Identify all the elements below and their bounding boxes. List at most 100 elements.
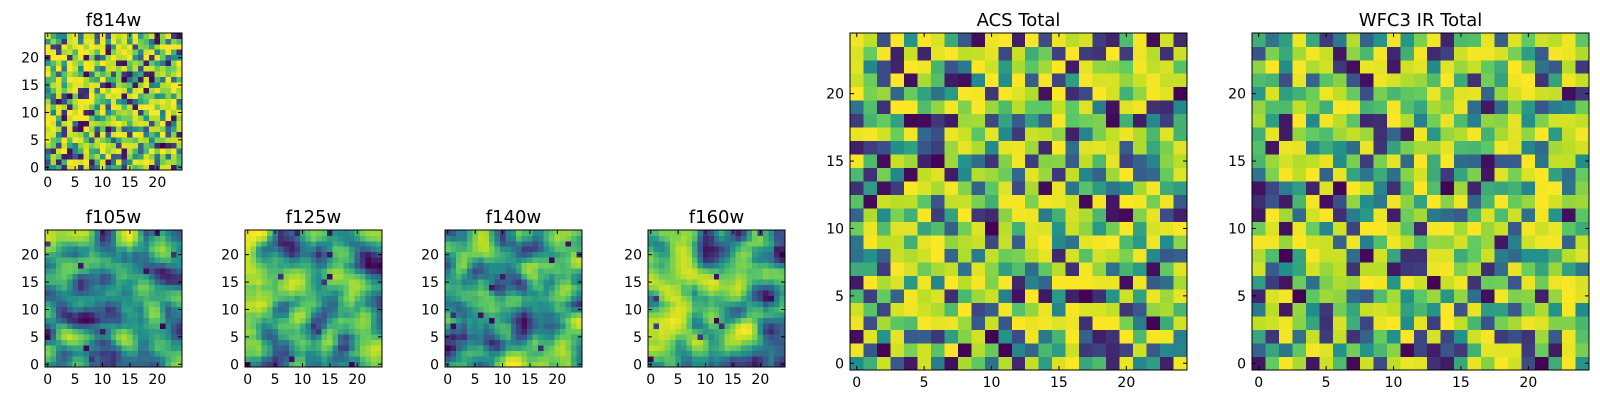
heatmap-cell bbox=[1011, 343, 1026, 357]
heatmap-cell bbox=[1079, 248, 1093, 263]
heatmap-cell bbox=[730, 279, 736, 286]
heatmap-cell bbox=[160, 87, 166, 94]
heatmap-cell bbox=[944, 73, 959, 88]
heatmap-cell bbox=[1106, 167, 1120, 182]
heatmap-cell bbox=[105, 82, 112, 89]
heatmap-cell bbox=[1386, 113, 1401, 128]
heatmap-cell bbox=[105, 131, 112, 138]
heatmap-cell bbox=[283, 334, 290, 340]
heatmap-cell bbox=[105, 126, 112, 132]
heatmap-cell bbox=[680, 230, 687, 236]
heatmap-cell bbox=[746, 312, 753, 318]
heatmap-cell bbox=[1025, 59, 1040, 74]
heatmap-cell bbox=[1092, 73, 1107, 88]
heatmap-cell bbox=[1346, 208, 1361, 223]
heatmap-cell bbox=[1562, 73, 1576, 88]
heatmap-cell bbox=[165, 98, 172, 105]
heatmap-cell bbox=[477, 257, 484, 264]
heatmap-cell bbox=[890, 100, 905, 115]
heatmap-cell bbox=[757, 284, 764, 291]
heatmap-cell bbox=[499, 323, 506, 329]
heatmap-cell bbox=[94, 301, 101, 308]
heatmap-cell bbox=[110, 71, 117, 78]
heatmap-cell bbox=[461, 323, 468, 329]
heatmap-cell bbox=[94, 317, 101, 324]
x-tick-label: 20 bbox=[548, 372, 566, 388]
heatmap-cell bbox=[466, 235, 473, 242]
heatmap-cell bbox=[332, 290, 339, 297]
heatmap-cell bbox=[255, 251, 262, 258]
heatmap-cell bbox=[472, 328, 479, 335]
heatmap-cell bbox=[165, 339, 172, 346]
heatmap-cell bbox=[1562, 235, 1576, 249]
heatmap-cell bbox=[176, 301, 183, 308]
y-tick-label: 0 bbox=[30, 357, 39, 373]
heatmap-cell bbox=[565, 240, 572, 247]
heatmap-cell bbox=[680, 268, 687, 275]
heatmap-cell bbox=[149, 115, 155, 121]
heatmap-cell bbox=[66, 126, 73, 132]
heatmap-cell bbox=[863, 113, 878, 128]
heatmap-cell bbox=[121, 38, 128, 45]
x-tick-label: 5 bbox=[674, 372, 683, 388]
heatmap-cell bbox=[1467, 33, 1482, 47]
heatmap-cell bbox=[691, 230, 698, 236]
heatmap-cell bbox=[349, 251, 355, 258]
heatmap-cell bbox=[72, 235, 79, 242]
heatmap-cell bbox=[365, 295, 372, 302]
heatmap-cell bbox=[560, 273, 566, 280]
heatmap-cell bbox=[890, 235, 905, 249]
heatmap-cell bbox=[349, 284, 355, 291]
heatmap-cell bbox=[1575, 329, 1590, 344]
heatmap-cell bbox=[160, 312, 166, 318]
heatmap-cell bbox=[741, 240, 747, 247]
heatmap-cell bbox=[371, 345, 377, 351]
heatmap-cell bbox=[121, 240, 128, 247]
heatmap-cell bbox=[527, 301, 533, 308]
heatmap-cell bbox=[261, 262, 268, 269]
heatmap-cell bbox=[143, 273, 150, 280]
heatmap-cell bbox=[332, 356, 339, 362]
heatmap-cell bbox=[494, 350, 501, 357]
heatmap-cell bbox=[863, 275, 878, 290]
heatmap-cell bbox=[499, 350, 506, 357]
heatmap-cell bbox=[1494, 154, 1509, 169]
heatmap-cell bbox=[45, 65, 51, 72]
heatmap-cell bbox=[327, 257, 333, 264]
heatmap-cell bbox=[77, 240, 84, 247]
heatmap-cell bbox=[299, 345, 306, 351]
heatmap-cell bbox=[445, 339, 451, 346]
heatmap-cell bbox=[61, 137, 68, 143]
heatmap-cell bbox=[763, 251, 769, 258]
y-tick-label: 15 bbox=[826, 154, 844, 170]
heatmap-cell bbox=[255, 361, 262, 368]
heatmap-cell bbox=[730, 334, 736, 340]
heatmap-cell bbox=[1535, 167, 1549, 182]
heatmap-cell bbox=[719, 350, 726, 357]
heatmap-cell bbox=[675, 312, 682, 318]
heatmap-cell bbox=[171, 115, 177, 121]
heatmap-cell bbox=[1092, 100, 1107, 115]
heatmap-cell bbox=[483, 356, 490, 362]
heatmap-cell bbox=[1332, 33, 1347, 47]
heatmap-cell bbox=[110, 54, 117, 61]
heatmap-cell bbox=[944, 154, 959, 169]
heatmap-cell bbox=[554, 251, 561, 258]
heatmap-cell bbox=[121, 71, 128, 78]
heatmap-cell bbox=[176, 159, 183, 165]
heatmap-cell bbox=[499, 328, 506, 335]
heatmap-cell bbox=[664, 334, 671, 340]
heatmap-cell bbox=[1481, 235, 1495, 249]
y-tick-label: 0 bbox=[1237, 356, 1246, 372]
heatmap-cell bbox=[99, 279, 106, 286]
heatmap-cell bbox=[1052, 33, 1066, 47]
heatmap-cell bbox=[83, 290, 90, 297]
heatmap-cell bbox=[338, 334, 344, 340]
heatmap-cell bbox=[876, 356, 891, 371]
heatmap-cell bbox=[171, 126, 177, 132]
heatmap-cell bbox=[99, 350, 106, 357]
heatmap-cell bbox=[138, 273, 144, 280]
heatmap-cell bbox=[774, 323, 780, 329]
heatmap-cell bbox=[121, 115, 128, 121]
heatmap-cell bbox=[461, 339, 468, 346]
